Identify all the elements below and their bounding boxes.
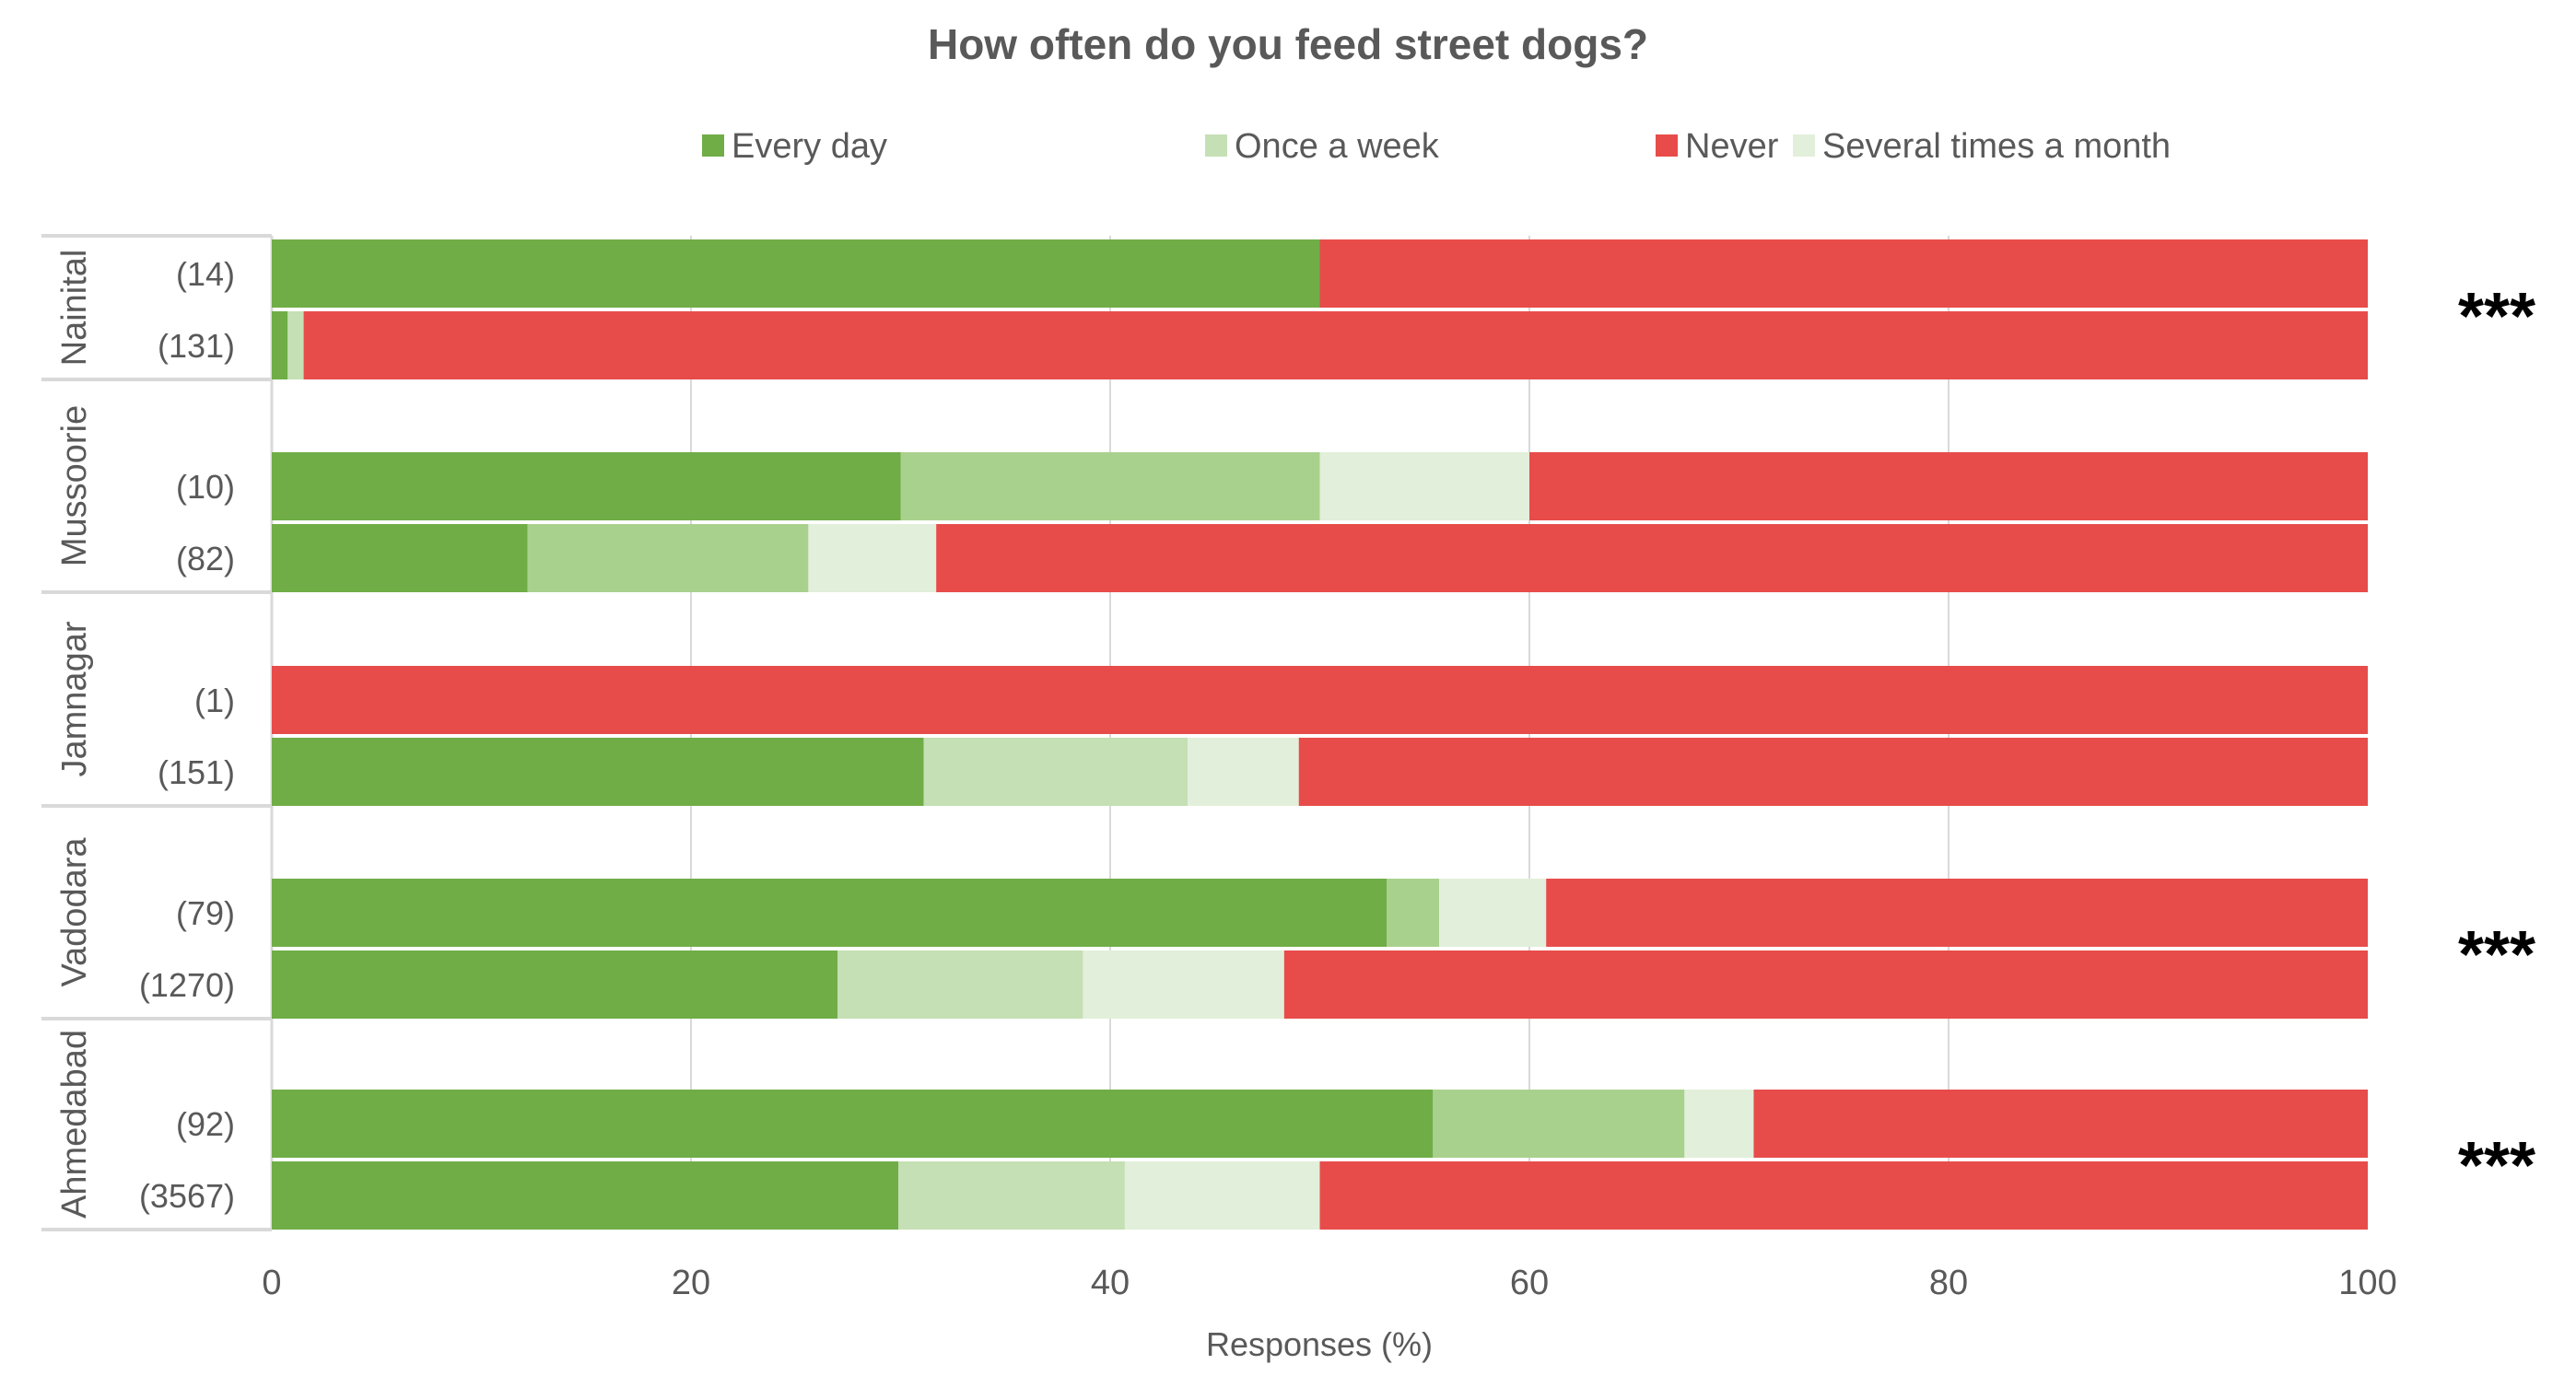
legend-swatch-1 (1205, 134, 1227, 157)
city-label: Ahmedabad (55, 1030, 94, 1219)
bar-every-day (272, 950, 838, 1019)
bar-every-day (272, 452, 901, 520)
legend-label-0: Every day (732, 127, 887, 166)
bar-never (1753, 1090, 2368, 1158)
significance-marker: *** (2458, 1129, 2535, 1203)
sample-size-label: (92) (176, 1105, 235, 1143)
x-tick-label: 60 (1510, 1264, 1549, 1302)
legend-label-2: Several times a month (1822, 127, 2171, 166)
bar-once-a-week (1387, 879, 1440, 947)
x-tick-label: 0 (262, 1264, 281, 1302)
bar-several-times-a-month (1439, 879, 1547, 947)
sample-size-label: (79) (176, 894, 235, 932)
legend-swatch-0 (702, 134, 724, 157)
bar-every-day (272, 1161, 899, 1230)
bars: *** *** *** (272, 239, 2535, 1230)
sample-size-label: (14) (176, 255, 235, 293)
significance-marker: *** (2458, 918, 2535, 992)
bar-once-a-week (527, 524, 809, 592)
bar-once-a-week (287, 311, 304, 379)
bar-once-a-week (923, 738, 1188, 806)
bar-several-times-a-month (1684, 1090, 1754, 1158)
legend-swatch-3 (1656, 134, 1678, 157)
significance-marker: *** (2458, 280, 2535, 354)
legend: Every day Once a week Several times a mont… (702, 127, 2171, 166)
bar-once-a-week (898, 1161, 1125, 1230)
sample-size-label: (82) (176, 540, 235, 577)
x-tick-label: 80 (1929, 1264, 1968, 1302)
sample-size-label: (151) (158, 753, 235, 791)
bar-several-times-a-month (1188, 738, 1299, 806)
legend-swatch-2 (1793, 134, 1815, 157)
bar-never (1298, 738, 2368, 806)
bar-several-times-a-month (1124, 1161, 1320, 1230)
city-label: Nainital (55, 250, 94, 367)
city-label: Vadodara (55, 837, 94, 987)
bar-every-day (272, 879, 1388, 947)
sample-size-label: (3567) (139, 1177, 235, 1215)
bar-once-a-week (1433, 1090, 1685, 1158)
city-label: Mussoorie (55, 405, 94, 566)
x-axis-label: Responses (%) (1206, 1325, 1433, 1363)
city-label: Jamnagar (55, 621, 94, 776)
bar-never (1319, 1161, 2368, 1230)
bar-never (1529, 452, 2368, 520)
x-tick-label: 20 (672, 1264, 710, 1302)
x-tick-label: 100 (2338, 1264, 2396, 1302)
bar-every-day (272, 239, 1320, 308)
bar-every-day (272, 738, 924, 806)
sample-size-label: (1) (194, 682, 235, 719)
bar-every-day (272, 1090, 1434, 1158)
y-axis-labels: Nainital (14) (131) Mussoorie (10) (82) Jamnag… (41, 234, 272, 1231)
bar-never (1283, 950, 2368, 1019)
legend-label-1: Once a week (1235, 127, 1440, 166)
sample-size-label: (1270) (139, 966, 235, 1004)
bar-every-day (272, 524, 528, 592)
bar-never (1319, 239, 2368, 308)
bar-never (303, 311, 2368, 379)
bar-several-times-a-month (1083, 950, 1284, 1019)
legend-label-3: Never (1685, 127, 1779, 166)
sample-size-label: (10) (176, 468, 235, 506)
bar-once-a-week (900, 452, 1320, 520)
bar-every-day (272, 311, 288, 379)
bar-never (272, 666, 2368, 734)
bar-never (936, 524, 2368, 592)
bar-once-a-week (837, 950, 1083, 1019)
sample-size-label: (131) (158, 327, 235, 365)
x-axis-ticks: 0 20 40 60 80 100 (262, 1264, 2396, 1302)
bar-several-times-a-month (1319, 452, 1529, 520)
x-tick-label: 40 (1091, 1264, 1130, 1302)
bar-never (1546, 879, 2368, 947)
bar-several-times-a-month (808, 524, 937, 592)
chart-title: How often do you feed street dogs? (928, 20, 1648, 68)
